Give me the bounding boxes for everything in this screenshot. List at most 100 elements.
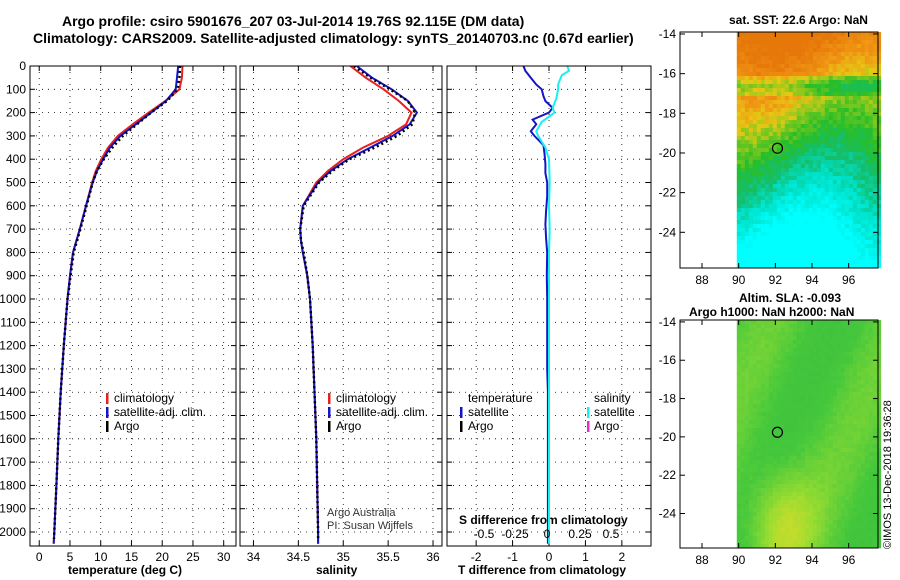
map-cell [828,512,834,517]
map-cell [800,100,806,105]
map-cell [804,228,810,233]
map-cell [760,120,766,125]
map-cell [744,184,750,189]
map-cell [848,460,854,465]
map-cell [824,344,830,349]
map-cell [836,456,842,461]
map-cell [804,224,810,229]
map-cell [816,456,822,461]
map-cell [788,200,794,205]
map-cell [800,332,806,337]
map-cell [820,468,826,473]
map-cell [756,500,762,505]
map-cell [820,396,826,401]
map-cell [816,336,822,341]
map-cell [816,256,822,261]
map-cell [776,164,782,169]
map-cell [852,412,858,417]
map-cell [740,140,746,145]
map-cell [752,56,758,61]
map-cell [804,324,810,329]
map-cell [784,188,790,193]
map-cell [868,344,874,349]
map-cell [828,152,834,157]
map-cell [756,524,762,529]
map-cell [812,180,818,185]
map-cell [748,468,754,473]
sdiff-tick-label: -0.5 [474,527,495,541]
map-cell [772,500,778,505]
map-cell [808,204,814,209]
map-cell [772,464,778,469]
map-cell [876,508,882,513]
map-cell [736,216,742,221]
map-cell [792,376,798,381]
map-cell [840,244,846,249]
map-cell [748,124,754,129]
map-cell [840,388,846,393]
map-cell [804,244,810,249]
map-cell [788,260,794,265]
map-cell [748,396,754,401]
map-cell [796,444,802,449]
map-cell [852,404,858,409]
map-cell [788,172,794,177]
map-cell [808,368,814,373]
map-cell [752,496,758,501]
map-cell [788,496,794,501]
map-cell [752,88,758,93]
map-cell [852,352,858,357]
map-cell [748,256,754,261]
map-cell [844,240,850,245]
map-cell [816,512,822,517]
map-cell [744,176,750,181]
map-cell [796,60,802,65]
map-cell [756,80,762,85]
map-cell [736,192,742,197]
map-cell [752,204,758,209]
map-cell [748,376,754,381]
map-cell [784,352,790,357]
map-cell [760,200,766,205]
map-cell [768,144,774,149]
map-cell [756,40,762,45]
map-cell [752,264,758,269]
map-cell [752,128,758,133]
map-cell [796,48,802,53]
x-tick-label: 1 [582,550,589,564]
map-cell [780,36,786,41]
map-cell [800,484,806,489]
map-cell [828,120,834,125]
map-cell [764,100,770,105]
map-cell [800,224,806,229]
map-cell [840,80,846,85]
map-cell [848,104,854,109]
map-cell [852,488,858,493]
map-cell [740,496,746,501]
map-cell [876,184,882,189]
map-cell [796,92,802,97]
map-y-tick-label: -22 [659,186,677,200]
map-cell [876,360,882,365]
map-cell [800,180,806,185]
tdiff-axis-label: T difference from climatology [458,563,627,577]
map-cell [748,88,754,93]
map-cell [816,448,822,453]
map-cell [776,208,782,213]
map-cell [844,524,850,529]
map-cell [864,36,870,41]
map-cell [772,524,778,529]
map-cell [872,244,878,249]
map-cell [848,80,854,85]
map-cell [752,196,758,201]
map-cell [816,396,822,401]
map-cell [872,128,878,133]
map-cell [792,260,798,265]
map-cell [788,536,794,541]
map-cell [832,336,838,341]
map-cell [784,84,790,89]
map-cell [860,124,866,129]
map-cell [808,96,814,101]
map-cell [804,92,810,97]
map-cell [772,400,778,405]
